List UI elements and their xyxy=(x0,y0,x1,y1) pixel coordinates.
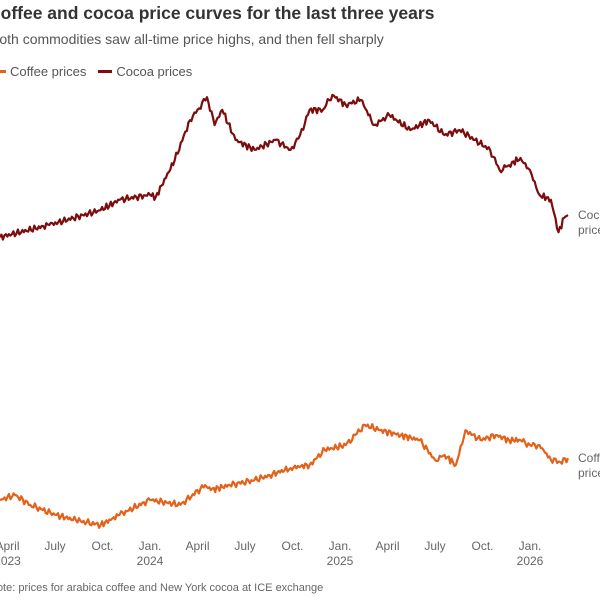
x-tick-label: April xyxy=(375,539,399,553)
legend-swatch-cocoa xyxy=(98,70,113,73)
x-tick-label: July xyxy=(234,539,255,553)
series-line-coffee xyxy=(0,423,570,529)
x-tick-label: Jan. xyxy=(329,539,352,553)
x-tick-label: Oct. xyxy=(471,539,493,553)
x-tick-label: Oct. xyxy=(281,539,303,553)
x-tick-label: Jan. xyxy=(139,539,162,553)
x-tick-label: July xyxy=(44,539,65,553)
legend-item-coffee: Coffee prices xyxy=(0,64,86,79)
x-tick-label: April xyxy=(0,539,20,553)
x-tick-year: 2024 xyxy=(137,554,164,568)
series-line-cocoa xyxy=(0,93,569,241)
x-tick-label: Jan. xyxy=(519,539,542,553)
chart-note: Note: prices for arabica coffee and New … xyxy=(0,582,324,594)
legend-label-coffee: Coffee prices xyxy=(10,64,87,79)
series-end-label: Cocoa xyxy=(578,208,600,222)
x-tick-label: April xyxy=(185,539,209,553)
x-tick-year: 2023 xyxy=(0,554,21,568)
chart-title: Coffee and cocoa price curves for the la… xyxy=(0,3,435,23)
series-end-label: Coffee xyxy=(578,451,600,465)
x-tick-year: 2025 xyxy=(327,554,354,568)
chart-subtitle: Both commodities saw all-time price high… xyxy=(0,31,384,47)
legend-swatch-coffee xyxy=(0,70,6,73)
legend-label-cocoa: Cocoa prices xyxy=(116,64,193,79)
legend-item-cocoa: Cocoa prices xyxy=(98,64,192,79)
x-tick-year: 2026 xyxy=(517,554,544,568)
x-tick-label: Oct. xyxy=(91,539,113,553)
series-end-label: prices xyxy=(578,466,600,480)
legend: Coffee prices Cocoa prices xyxy=(0,64,204,79)
x-tick-label: July xyxy=(424,539,445,553)
series-end-label: prices xyxy=(578,223,600,237)
